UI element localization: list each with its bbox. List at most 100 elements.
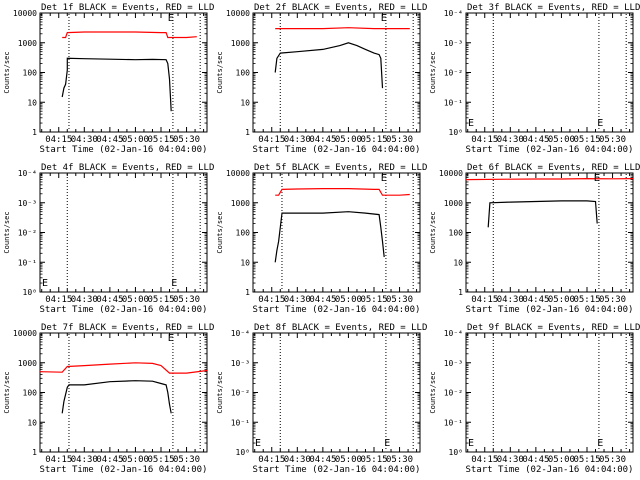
panel-title: Det 3f BLACK = Events, RED = LLD [467, 3, 640, 13]
y-tick-label: 100 [449, 229, 464, 238]
x-tick-label: 05:30 [173, 455, 200, 465]
e-marker: E [171, 278, 177, 289]
y-tick-label: 10⁻³ [231, 359, 250, 368]
y-tick-label: 10000 [226, 169, 250, 178]
lld-series-line [62, 31, 197, 39]
x-tick-label: 05:30 [599, 295, 626, 305]
y-tick-label: 10⁻² [444, 69, 463, 78]
x-tick-label: 05:30 [173, 135, 200, 145]
y-tick-label: 10⁻¹ [444, 98, 463, 107]
x-axis-label: Start Time (02-Jan-16 04:04:00) [40, 145, 208, 155]
x-tick-label: 05:30 [386, 455, 413, 465]
x-axis-label: Start Time (02-Jan-16 04:04:00) [253, 145, 421, 155]
y-tick-label: 10⁻³ [444, 359, 463, 368]
y-tick-label: 1 [458, 288, 463, 297]
panel-title: Det 2f BLACK = Events, RED = LLD [254, 3, 427, 13]
y-axis-label: Counts/sec [3, 51, 11, 93]
events-series-line [61, 57, 172, 112]
y-tick-label: 10 [27, 418, 37, 427]
x-tick-label: 05:15 [573, 135, 600, 145]
y-tick-label: 10⁻³ [444, 39, 463, 48]
e-marker: E [381, 173, 387, 184]
y-tick-label: 10000 [13, 329, 37, 338]
events-series-line [487, 200, 598, 228]
x-tick-label: 04:15 [45, 455, 72, 465]
y-tick-label: 1 [245, 288, 250, 297]
y-tick-label: 10 [27, 98, 37, 107]
y-tick-label: 1000 [18, 39, 37, 48]
y-tick-label: 10⁻⁴ [444, 329, 463, 338]
x-tick-label: 05:15 [573, 455, 600, 465]
y-tick-label: 10⁻¹ [444, 418, 463, 427]
x-tick-label: 04:15 [471, 455, 498, 465]
y-axis-label: Counts/sec [429, 371, 437, 413]
y-tick-label: 10⁰ [23, 288, 37, 297]
x-tick-label: 04:45 [96, 295, 123, 305]
x-axis-label: Start Time (02-Jan-16 04:04:00) [466, 305, 634, 315]
y-axis-label: Counts/sec [216, 211, 224, 253]
y-tick-label: 1 [32, 128, 37, 137]
y-axis-label: Counts/sec [3, 371, 11, 413]
e-marker: E [597, 438, 603, 449]
x-tick-label: 05:15 [147, 455, 174, 465]
y-tick-label: 100 [236, 229, 251, 238]
x-tick-label: 04:30 [497, 295, 524, 305]
y-axis-label: Counts/sec [216, 51, 224, 93]
panel-title: Det 5f BLACK = Events, RED = LLD [254, 163, 427, 173]
x-tick-label: 05:00 [122, 455, 149, 465]
lld-series-line [275, 27, 410, 30]
x-tick-label: 05:00 [548, 135, 575, 145]
x-tick-label: 04:15 [471, 135, 498, 145]
y-tick-label: 10 [240, 98, 250, 107]
events-series-line [61, 380, 172, 414]
panel-title: Det 1f BLACK = Events, RED = LLD [41, 3, 214, 13]
e-marker: E [468, 118, 474, 129]
y-axis-label: Counts/sec [429, 51, 437, 93]
y-tick-label: 1 [245, 128, 250, 137]
y-axis-label: Counts/sec [429, 211, 437, 253]
panel-title: Det 4f BLACK = Events, RED = LLD [41, 163, 214, 173]
panel-title: Det 8f BLACK = Events, RED = LLD [254, 323, 427, 333]
x-tick-label: 05:00 [548, 455, 575, 465]
x-tick-label: 05:00 [548, 295, 575, 305]
x-tick-label: 04:45 [309, 455, 336, 465]
x-tick-label: 04:45 [522, 295, 549, 305]
panel-title: Det 9f BLACK = Events, RED = LLD [467, 323, 640, 333]
y-tick-label: 1000 [231, 199, 250, 208]
y-tick-label: 10 [240, 258, 250, 267]
x-tick-label: 04:30 [71, 135, 98, 145]
x-tick-label: 05:30 [173, 295, 200, 305]
y-tick-label: 10⁰ [449, 128, 463, 137]
x-tick-label: 04:15 [45, 295, 72, 305]
x-tick-label: 04:45 [522, 135, 549, 145]
events-series-line [274, 42, 384, 89]
x-tick-label: 04:30 [284, 135, 311, 145]
y-tick-label: 10⁻¹ [18, 258, 37, 267]
x-axis-label: Start Time (02-Jan-16 04:04:00) [40, 465, 208, 475]
events-series-line [274, 211, 385, 263]
e-marker: E [168, 333, 174, 344]
x-tick-label: 05:00 [335, 135, 362, 145]
x-tick-label: 05:00 [122, 295, 149, 305]
x-tick-label: 04:30 [71, 295, 98, 305]
x-tick-label: 05:00 [122, 135, 149, 145]
x-axis-label: Start Time (02-Jan-16 04:04:00) [40, 305, 208, 315]
y-tick-label: 10⁻⁴ [18, 169, 37, 178]
lld-series-line [39, 362, 208, 374]
x-tick-label: 05:30 [386, 135, 413, 145]
y-tick-label: 100 [236, 69, 251, 78]
y-tick-label: 10000 [439, 169, 463, 178]
x-tick-label: 04:45 [309, 295, 336, 305]
y-axis-label: Counts/sec [3, 211, 11, 253]
y-tick-label: 100 [23, 389, 38, 398]
x-tick-label: 04:45 [522, 455, 549, 465]
x-tick-label: 04:30 [497, 455, 524, 465]
y-tick-label: 1 [32, 448, 37, 457]
